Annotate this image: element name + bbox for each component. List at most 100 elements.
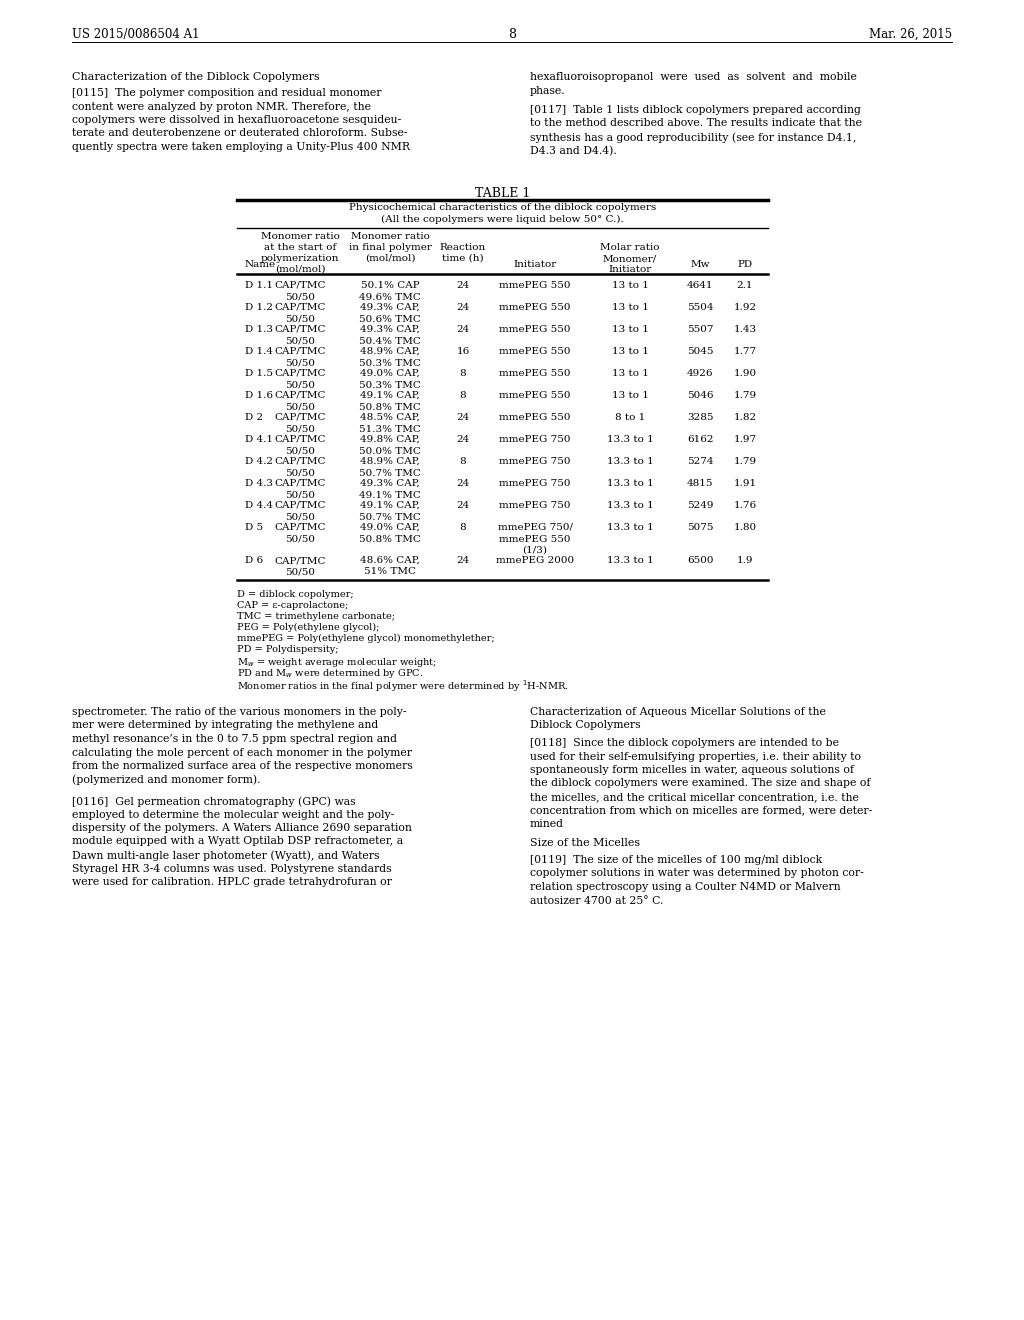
Text: D 4.3: D 4.3 — [245, 479, 273, 488]
Text: 24: 24 — [457, 281, 470, 290]
Text: 13.3 to 1: 13.3 to 1 — [606, 523, 653, 532]
Text: mmePEG 550: mmePEG 550 — [500, 370, 570, 378]
Text: 6162: 6162 — [687, 436, 714, 444]
Text: Characterization of the Diblock Copolymers: Characterization of the Diblock Copolyme… — [72, 73, 319, 82]
Text: Monomer/: Monomer/ — [603, 253, 657, 263]
Text: Styragel HR 3-4 columns was used. Polystyrene standards: Styragel HR 3-4 columns was used. Polyst… — [72, 863, 391, 874]
Text: 50.8% TMC: 50.8% TMC — [359, 403, 421, 412]
Text: 5504: 5504 — [687, 304, 714, 312]
Text: Initiator: Initiator — [608, 265, 651, 275]
Text: Diblock Copolymers: Diblock Copolymers — [530, 721, 641, 730]
Text: 49.1% CAP,: 49.1% CAP, — [360, 391, 420, 400]
Text: content were analyzed by proton NMR. Therefore, the: content were analyzed by proton NMR. The… — [72, 102, 371, 111]
Text: 50.7% TMC: 50.7% TMC — [359, 512, 421, 521]
Text: 50/50: 50/50 — [285, 359, 315, 367]
Text: 1.79: 1.79 — [733, 457, 757, 466]
Text: 24: 24 — [457, 556, 470, 565]
Text: 50/50: 50/50 — [285, 293, 315, 301]
Text: D4.3 and D4.4).: D4.3 and D4.4). — [530, 145, 616, 156]
Text: CAP/TMC: CAP/TMC — [274, 523, 326, 532]
Text: TMC = trimethylene carbonate;: TMC = trimethylene carbonate; — [237, 612, 395, 620]
Text: 24: 24 — [457, 502, 470, 510]
Text: 1.90: 1.90 — [733, 370, 757, 378]
Text: [0117]  Table 1 lists diblock copolymers prepared according: [0117] Table 1 lists diblock copolymers … — [530, 106, 861, 115]
Text: 50.4% TMC: 50.4% TMC — [359, 337, 421, 346]
Text: D 6: D 6 — [245, 556, 263, 565]
Text: employed to determine the molecular weight and the poly-: employed to determine the molecular weig… — [72, 809, 394, 820]
Text: copolymers were dissolved in hexafluoroacetone sesquideu-: copolymers were dissolved in hexafluoroa… — [72, 115, 401, 125]
Text: 24: 24 — [457, 304, 470, 312]
Text: D 1.1: D 1.1 — [245, 281, 273, 290]
Text: 50/50: 50/50 — [285, 403, 315, 412]
Text: 50.6% TMC: 50.6% TMC — [359, 314, 421, 323]
Text: 1.9: 1.9 — [736, 556, 754, 565]
Text: 4641: 4641 — [687, 281, 714, 290]
Text: 4926: 4926 — [687, 370, 714, 378]
Text: [0118]  Since the diblock copolymers are intended to be: [0118] Since the diblock copolymers are … — [530, 738, 839, 748]
Text: 16: 16 — [457, 347, 470, 356]
Text: M$_w$ = weight average molecular weight;: M$_w$ = weight average molecular weight; — [237, 656, 437, 669]
Text: mmePEG 750: mmePEG 750 — [500, 457, 570, 466]
Text: dispersity of the polymers. A Waters Alliance 2690 separation: dispersity of the polymers. A Waters All… — [72, 822, 412, 833]
Text: in final polymer: in final polymer — [348, 243, 431, 252]
Text: PD and M$_w$ were determined by GPC.: PD and M$_w$ were determined by GPC. — [237, 667, 424, 680]
Text: D 4.1: D 4.1 — [245, 436, 273, 444]
Text: CAP/TMC: CAP/TMC — [274, 413, 326, 422]
Text: mmePEG 750: mmePEG 750 — [500, 436, 570, 444]
Text: mmePEG 550: mmePEG 550 — [500, 535, 570, 544]
Text: CAP/TMC: CAP/TMC — [274, 436, 326, 444]
Text: mined: mined — [530, 818, 564, 829]
Text: (mol/mol): (mol/mol) — [365, 253, 416, 263]
Text: 24: 24 — [457, 479, 470, 488]
Text: 1.82: 1.82 — [733, 413, 757, 422]
Text: 49.1% CAP,: 49.1% CAP, — [360, 502, 420, 510]
Text: calculating the mole percent of each monomer in the polymer: calculating the mole percent of each mon… — [72, 747, 412, 758]
Text: 50.1% CAP: 50.1% CAP — [360, 281, 419, 290]
Text: 50/50: 50/50 — [285, 337, 315, 346]
Text: (polymerized and monomer form).: (polymerized and monomer form). — [72, 775, 260, 785]
Text: 13 to 1: 13 to 1 — [611, 281, 648, 290]
Text: TABLE 1: TABLE 1 — [475, 187, 530, 201]
Text: the diblock copolymers were examined. The size and shape of: the diblock copolymers were examined. Th… — [530, 779, 870, 788]
Text: Size of the Micelles: Size of the Micelles — [530, 838, 640, 849]
Text: 50/50: 50/50 — [285, 535, 315, 544]
Text: 49.3% CAP,: 49.3% CAP, — [360, 325, 420, 334]
Text: CAP/TMC: CAP/TMC — [274, 502, 326, 510]
Text: 48.5% CAP,: 48.5% CAP, — [360, 413, 420, 422]
Text: 50/50: 50/50 — [285, 568, 315, 577]
Text: mmePEG 550: mmePEG 550 — [500, 325, 570, 334]
Text: D 1.3: D 1.3 — [245, 325, 273, 334]
Text: 51.3% TMC: 51.3% TMC — [359, 425, 421, 433]
Text: [0116]  Gel permeation chromatography (GPC) was: [0116] Gel permeation chromatography (GP… — [72, 796, 355, 807]
Text: quently spectra were taken employing a Unity-Plus 400 NMR: quently spectra were taken employing a U… — [72, 143, 410, 152]
Text: 4815: 4815 — [687, 479, 714, 488]
Text: mmePEG = Poly(ethylene glycol) monomethylether;: mmePEG = Poly(ethylene glycol) monomethy… — [237, 634, 495, 643]
Text: used for their self-emulsifying properties, i.e. their ability to: used for their self-emulsifying properti… — [530, 751, 861, 762]
Text: 8: 8 — [460, 457, 466, 466]
Text: 5046: 5046 — [687, 391, 714, 400]
Text: 8: 8 — [460, 523, 466, 532]
Text: D 1.4: D 1.4 — [245, 347, 273, 356]
Text: mmePEG 550: mmePEG 550 — [500, 347, 570, 356]
Text: 50.8% TMC: 50.8% TMC — [359, 535, 421, 544]
Text: 50.3% TMC: 50.3% TMC — [359, 359, 421, 367]
Text: 3285: 3285 — [687, 413, 714, 422]
Text: Physicochemical characteristics of the diblock copolymers: Physicochemical characteristics of the d… — [349, 203, 656, 213]
Text: module equipped with a Wyatt Optilab DSP refractometer, a: module equipped with a Wyatt Optilab DSP… — [72, 837, 403, 846]
Text: Name: Name — [245, 260, 276, 269]
Text: Initiator: Initiator — [513, 260, 557, 269]
Text: CAP/TMC: CAP/TMC — [274, 370, 326, 378]
Text: 13.3 to 1: 13.3 to 1 — [606, 502, 653, 510]
Text: CAP/TMC: CAP/TMC — [274, 391, 326, 400]
Text: 1.77: 1.77 — [733, 347, 757, 356]
Text: CAP/TMC: CAP/TMC — [274, 479, 326, 488]
Text: D 4.2: D 4.2 — [245, 457, 273, 466]
Text: 5075: 5075 — [687, 523, 714, 532]
Text: from the normalized surface area of the respective monomers: from the normalized surface area of the … — [72, 762, 413, 771]
Text: spontaneously form micelles in water, aqueous solutions of: spontaneously form micelles in water, aq… — [530, 766, 854, 775]
Text: mmePEG 750: mmePEG 750 — [500, 479, 570, 488]
Text: PD = Polydispersity;: PD = Polydispersity; — [237, 645, 339, 653]
Text: US 2015/0086504 A1: US 2015/0086504 A1 — [72, 28, 200, 41]
Text: 5249: 5249 — [687, 502, 714, 510]
Text: Dawn multi-angle laser photometer (Wyatt), and Waters: Dawn multi-angle laser photometer (Wyatt… — [72, 850, 380, 861]
